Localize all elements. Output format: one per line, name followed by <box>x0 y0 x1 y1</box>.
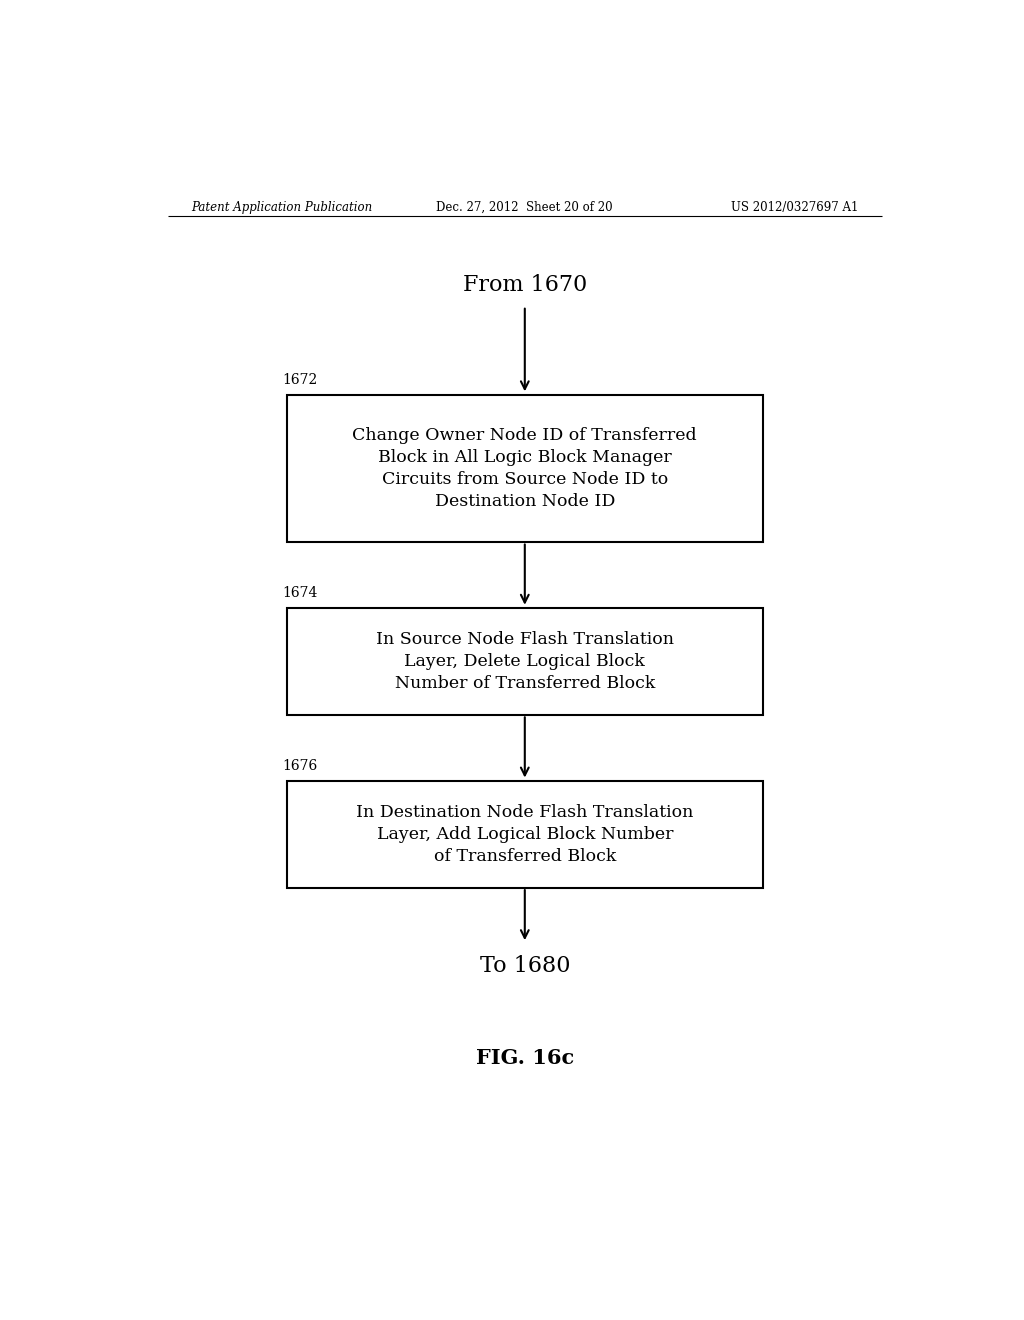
Text: US 2012/0327697 A1: US 2012/0327697 A1 <box>731 201 858 214</box>
Text: FIG. 16c: FIG. 16c <box>476 1048 573 1068</box>
Text: 1674: 1674 <box>283 586 318 601</box>
Text: From 1670: From 1670 <box>463 275 587 297</box>
Bar <box>287 395 763 543</box>
Text: Change Owner Node ID of Transferred
Block in All Logic Block Manager
Circuits fr: Change Owner Node ID of Transferred Bloc… <box>352 426 697 511</box>
Text: 1676: 1676 <box>283 759 318 772</box>
Bar <box>287 781 763 887</box>
Text: Patent Application Publication: Patent Application Publication <box>191 201 373 214</box>
Text: In Source Node Flash Translation
Layer, Delete Logical Block
Number of Transferr: In Source Node Flash Translation Layer, … <box>376 631 674 692</box>
Text: To 1680: To 1680 <box>479 956 570 977</box>
Text: 1672: 1672 <box>283 372 318 387</box>
Text: In Destination Node Flash Translation
Layer, Add Logical Block Number
of Transfe: In Destination Node Flash Translation La… <box>356 804 693 865</box>
Text: Dec. 27, 2012  Sheet 20 of 20: Dec. 27, 2012 Sheet 20 of 20 <box>436 201 613 214</box>
Bar <box>287 609 763 715</box>
